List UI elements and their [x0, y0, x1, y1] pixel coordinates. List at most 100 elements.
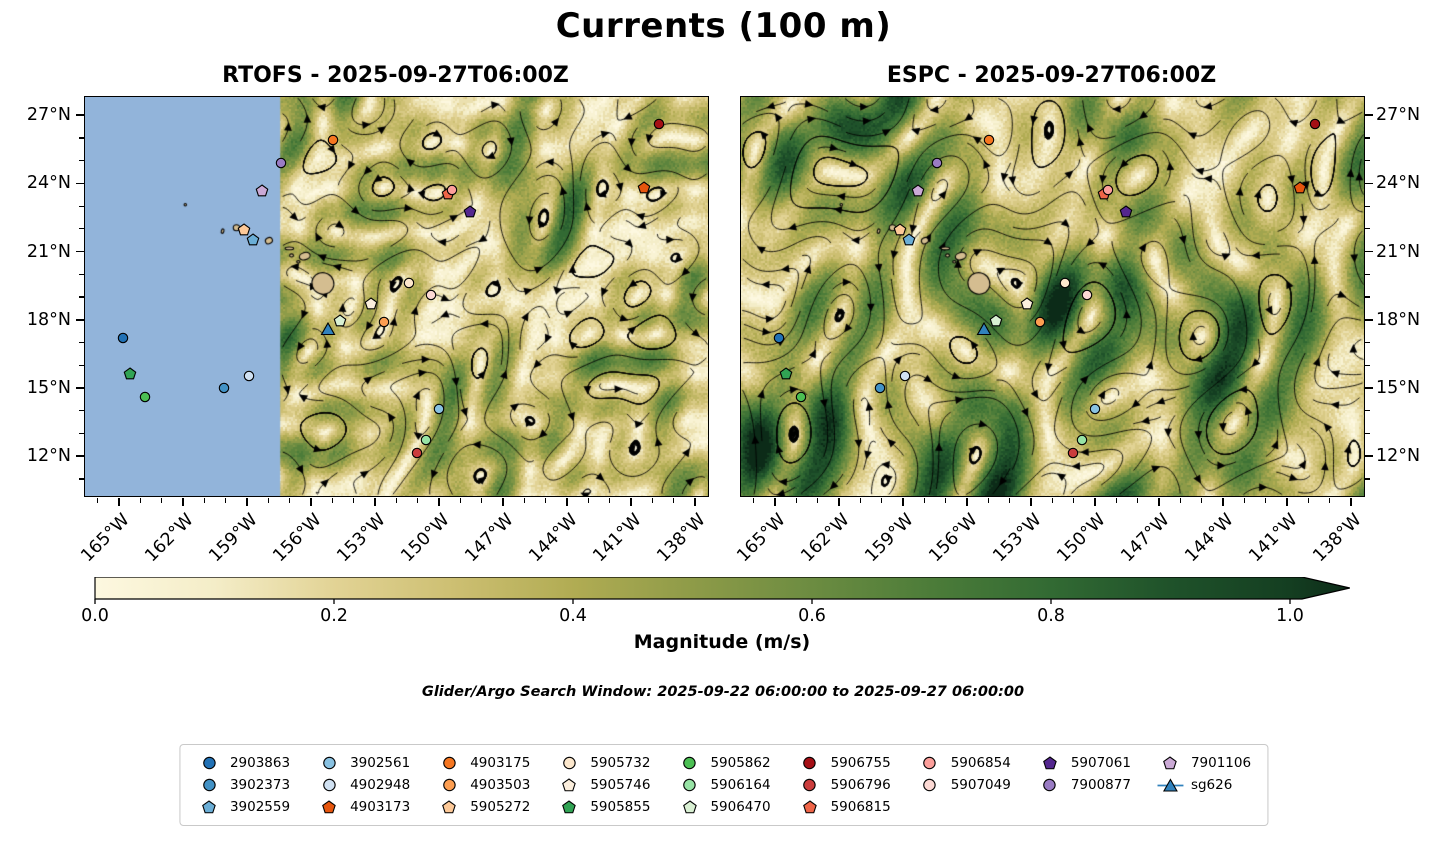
legend-entry-5905746: 5905746 — [556, 776, 650, 794]
legend-box: 2903863 3902373 3902559 3902561 4902948 49031… — [178, 744, 1269, 826]
lon-minor-tick — [587, 498, 590, 503]
legend-entry-5906815: 5906815 — [797, 798, 891, 816]
lon-tick — [902, 498, 904, 506]
float-marker-5906796 — [411, 447, 423, 459]
rtofs-plot-area — [84, 96, 709, 497]
float-marker-5905862 — [795, 391, 807, 403]
search-window-text: Glider/Argo Search Window: 2025-09-22 06… — [421, 684, 1025, 700]
circle-marker-icon — [556, 756, 582, 770]
colorbar-tick-label: 0.2 — [320, 606, 348, 626]
lon-minor-tick — [1009, 498, 1011, 503]
lon-minor-tick — [161, 498, 163, 503]
lon-minor-tick — [459, 498, 462, 503]
lat-minor-tick — [78, 273, 84, 275]
float-marker-5905855 — [123, 367, 137, 381]
legend-label: 5906796 — [830, 777, 891, 793]
lon-tick — [694, 498, 696, 506]
float-marker-5907049 — [425, 289, 437, 301]
lat-minor-tick — [78, 432, 84, 435]
lon-minor-tick — [609, 498, 611, 503]
lon-minor-tick — [481, 498, 483, 503]
float-marker-7901106 — [911, 184, 925, 198]
lat-tick-label: 27°N — [1376, 105, 1421, 126]
lat-tick — [75, 182, 84, 185]
lat-tick-label: 24°N — [26, 173, 71, 194]
float-marker-5905746 — [364, 297, 378, 311]
lat-tick-label: 21°N — [26, 241, 71, 262]
legend-column: 5907061 7900877 — [1037, 754, 1131, 816]
lon-minor-tick — [651, 498, 654, 503]
legend-column: 7901106 sg626 — [1156, 754, 1251, 816]
float-marker-4902948 — [243, 370, 255, 382]
lon-minor-tick — [673, 498, 675, 503]
lon-minor-tick — [267, 498, 270, 503]
lat-minor-tick — [78, 296, 84, 298]
lon-tick — [838, 498, 840, 506]
legend-entry-5905732: 5905732 — [556, 754, 650, 772]
legend-label: 5905746 — [590, 777, 651, 793]
lon-minor-tick — [945, 498, 947, 503]
lat-minor-tick — [78, 160, 84, 162]
lon-minor-tick — [1137, 498, 1139, 503]
lat-minor-tick — [1365, 410, 1370, 412]
pentagon-marker-icon — [196, 799, 222, 815]
lat-tick — [75, 250, 84, 253]
lon-minor-tick — [1307, 498, 1310, 503]
legend-column: 3902561 4902948 4903173 — [316, 754, 410, 816]
legend-entry-4902948: 4902948 — [316, 776, 410, 794]
espc-streamplot-canvas — [741, 97, 1364, 496]
lon-minor-tick — [395, 498, 398, 503]
legend-entry-3902561: 3902561 — [316, 754, 410, 772]
circle-marker-icon — [316, 756, 342, 770]
colorbar-gradient — [94, 576, 1350, 604]
lat-minor-tick — [1365, 432, 1370, 435]
espc-markers-layer — [741, 97, 1364, 496]
legend-label: 2903863 — [229, 755, 291, 771]
float-marker-7900877 — [275, 157, 287, 169]
lon-minor-tick — [795, 498, 798, 503]
panel-rtofs: RTOFS - 2025-09-27T06:00Z 27°N 24°N 21°N 18… — [26, 63, 710, 567]
legend-entry-5906755: 5906755 — [797, 754, 891, 772]
circle-marker-icon — [1037, 778, 1063, 792]
float-marker-7901106 — [255, 184, 269, 198]
legend-label: 3902561 — [350, 755, 411, 771]
lon-tick — [566, 498, 568, 506]
lat-tick — [1365, 387, 1373, 389]
circle-marker-icon — [676, 756, 702, 770]
circle-marker-icon — [436, 778, 462, 792]
float-marker-4903175 — [327, 134, 339, 146]
pentagon-marker-icon — [1037, 755, 1063, 771]
legend-entry-3902373: 3902373 — [196, 776, 290, 794]
float-marker-5906164 — [1076, 434, 1088, 446]
float-marker-5906796 — [1067, 447, 1079, 459]
lon-tick — [1094, 498, 1096, 506]
lat-tick — [1365, 182, 1373, 185]
lat-minor-tick — [1365, 478, 1370, 480]
float-marker-4903173 — [1293, 181, 1307, 195]
pentagon-marker-icon — [316, 799, 342, 815]
float-marker-4903503 — [1034, 316, 1046, 328]
legend-label: 5906854 — [950, 755, 1011, 771]
lon-tick — [774, 498, 776, 506]
lon-minor-tick — [289, 498, 291, 503]
legend-entry-4903503: 4903503 — [436, 776, 530, 794]
colorbar-label: Magnitude (m/s) — [633, 631, 811, 653]
lon-minor-tick — [1329, 498, 1331, 503]
pentagon-marker-icon — [1157, 755, 1183, 771]
float-marker-4902948 — [899, 370, 911, 382]
lon-tick — [374, 498, 376, 506]
colorbar-tick-label: 0.6 — [798, 606, 826, 626]
float-marker-4903503 — [378, 316, 390, 328]
circle-marker-icon — [917, 778, 943, 792]
legend-column: 5906854 5907049 — [917, 754, 1011, 816]
lat-tick — [1365, 250, 1373, 253]
lat-minor-tick — [1365, 137, 1370, 139]
float-marker-5905862 — [139, 391, 151, 403]
lat-minor-tick — [78, 478, 84, 480]
circle-marker-icon — [196, 778, 222, 792]
lon-minor-tick — [1179, 498, 1182, 503]
float-marker-3902559 — [902, 233, 916, 247]
rtofs-streamplot-canvas — [85, 97, 708, 496]
float-marker-4903173 — [637, 181, 651, 195]
